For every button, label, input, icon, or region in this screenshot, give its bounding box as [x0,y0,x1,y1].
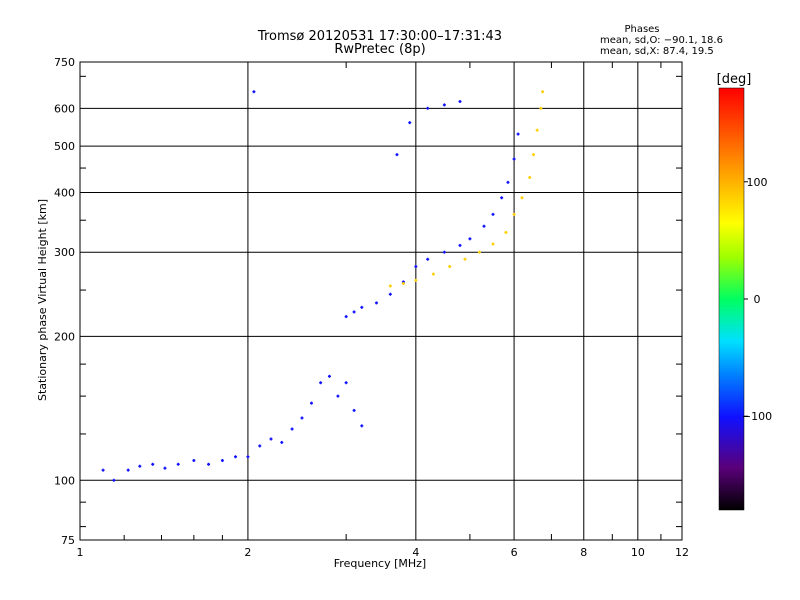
phases-info: Phases mean, sd,O: −90.1, 18.6 mean, sd,… [600,24,723,57]
data-point [388,292,392,296]
data-point [431,272,435,276]
x-tick-labels: 1 2 4 6 8 10 12 [77,546,690,559]
data-point [491,242,495,246]
data-point [319,381,323,385]
data-point [512,212,516,216]
y-tick-label: 750 [54,56,75,69]
data-point [442,250,446,254]
data-point [252,90,256,94]
colorbar-tick-label: 100 [747,176,768,189]
data-point [246,455,250,459]
x-tick-label: 12 [675,546,689,559]
data-points [101,90,545,482]
data-point [504,230,508,234]
data-point [442,103,446,107]
data-point [468,237,472,241]
x-tick-label: 2 [244,546,251,559]
data-point [426,106,430,110]
plot-frame [79,61,683,541]
data-point [101,468,105,472]
grid-lines [80,62,682,540]
colorbar-label: [deg] [717,72,752,87]
chart-title: Tromsø 20120531 17:30:00–17:31:43 [257,29,502,44]
data-point [458,100,462,104]
data-point [541,90,545,94]
colorbar: [deg] 100 0 −100 [717,72,772,511]
x-tick-label: 10 [631,546,645,559]
data-point [516,132,520,136]
chart-subtitle: RwPretec (8p) [334,42,425,57]
phases-title: Phases [624,24,659,35]
y-tick-label: 500 [54,140,75,153]
data-point [360,424,364,428]
data-point [395,153,399,157]
data-point [220,458,224,462]
data-point [207,462,211,466]
data-point [414,265,418,269]
data-point [512,157,516,161]
data-point [408,121,412,125]
data-point [344,315,348,319]
data-point [458,243,462,247]
data-point [352,310,356,314]
y-tick-labels: 75 100 200 300 400 500 600 750 [54,56,75,547]
data-point [176,462,180,466]
data-point [463,257,467,261]
data-point [352,408,356,412]
data-point [401,282,405,286]
data-point [126,468,130,472]
data-point [327,374,331,378]
colorbar-tick-label: −100 [742,410,772,423]
x-tick-label: 4 [412,546,419,559]
data-point [151,462,155,466]
data-point [290,427,294,431]
data-point [482,224,486,228]
data-point [539,106,543,110]
data-point [336,394,340,398]
axis-ticks [80,62,682,540]
y-tick-label: 75 [61,534,75,547]
data-point [233,455,237,459]
data-point [388,284,392,288]
x-tick-label: 6 [511,546,518,559]
data-point [520,196,524,200]
data-point [374,301,378,305]
colorbar-tick-label: 0 [754,293,761,306]
data-point [269,437,273,441]
data-point [112,478,116,482]
data-point [448,265,452,269]
phases-line-o: mean, sd,O: −90.1, 18.6 [600,35,723,46]
data-point [500,196,504,200]
y-tick-label: 600 [54,102,75,115]
y-tick-label: 200 [54,330,75,343]
y-tick-label: 400 [54,186,75,199]
data-point [258,444,262,448]
data-point [344,381,348,385]
data-point [528,175,532,179]
data-point [309,401,313,405]
data-point [531,153,535,157]
data-point [360,305,364,309]
data-point [163,466,167,470]
data-point [300,416,304,420]
phases-line-x: mean, sd,X: 87.4, 19.5 [600,46,714,57]
colorbar-ticks: 100 0 −100 [742,176,772,423]
x-tick-label: 8 [580,546,587,559]
colorbar-gradient [718,87,745,511]
data-point [138,464,142,468]
data-point [535,128,539,132]
data-point [426,257,430,261]
data-point [280,440,284,444]
y-tick-label: 100 [54,474,75,487]
y-tick-label: 300 [54,246,75,259]
x-axis-label: Frequency [MHz] [334,557,426,570]
y-axis-label: Stationary phase Virtual Height [km] [36,199,49,401]
data-point [477,250,481,254]
data-point [414,278,418,282]
data-point [491,212,495,216]
data-point [192,458,196,462]
data-point [506,180,510,184]
x-tick-label: 1 [77,546,84,559]
